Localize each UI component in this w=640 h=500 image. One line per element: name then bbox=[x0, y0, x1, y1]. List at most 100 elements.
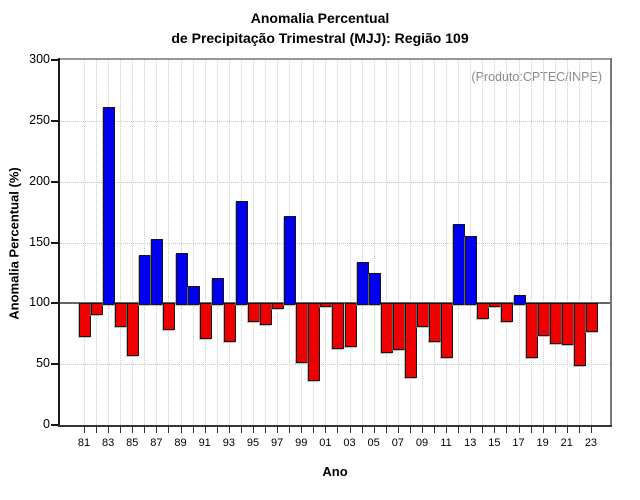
x-axis-tick bbox=[409, 427, 411, 433]
bar-below-baseline bbox=[332, 303, 345, 350]
bar-below-baseline bbox=[429, 303, 442, 342]
bar-below-baseline bbox=[247, 303, 260, 323]
plot-frame-bottom bbox=[58, 425, 612, 427]
x-axis-tick bbox=[301, 427, 303, 433]
x-axis-tick bbox=[313, 427, 315, 433]
bar-above-baseline bbox=[368, 272, 381, 306]
bar-below-baseline bbox=[308, 303, 321, 381]
bar-above-baseline bbox=[175, 253, 188, 306]
x-axis-tick bbox=[482, 427, 484, 433]
bar-above-baseline bbox=[103, 107, 116, 306]
x-axis-tick bbox=[566, 427, 568, 433]
x-axis-tick bbox=[96, 427, 98, 433]
y-tick-label: 300 bbox=[29, 52, 50, 66]
x-tick-label: 13 bbox=[464, 437, 477, 449]
y-tick-label: 200 bbox=[29, 173, 50, 188]
bar-above-baseline bbox=[139, 254, 152, 306]
horizontal-gridline bbox=[60, 181, 610, 183]
x-tick-label: 07 bbox=[391, 437, 404, 449]
bar-above-baseline bbox=[187, 286, 200, 306]
bar-below-baseline bbox=[404, 303, 417, 379]
x-tick-label: 17 bbox=[512, 437, 525, 449]
x-tick-label: 21 bbox=[560, 437, 573, 449]
x-axis-tick bbox=[434, 427, 436, 433]
x-axis-tick bbox=[84, 427, 85, 433]
x-axis-tick bbox=[373, 427, 375, 433]
x-tick-label: 11 bbox=[440, 437, 452, 449]
x-axis-tick bbox=[590, 427, 592, 433]
bar-below-baseline bbox=[199, 303, 212, 340]
bar-below-baseline bbox=[260, 303, 273, 325]
bar-above-baseline bbox=[513, 294, 526, 306]
x-axis-tick bbox=[277, 427, 279, 433]
x-tick-label: 99 bbox=[295, 437, 308, 449]
x-axis-tick bbox=[530, 427, 532, 433]
x-tick-label: 81 bbox=[77, 437, 91, 449]
bar-below-baseline bbox=[416, 303, 429, 328]
x-tick-label: 19 bbox=[536, 437, 549, 449]
bar-below-baseline bbox=[477, 303, 490, 319]
bar-below-baseline bbox=[441, 303, 454, 358]
bar-below-baseline bbox=[272, 303, 285, 309]
x-axis-tick bbox=[228, 427, 230, 433]
y-tick-label: 0 bbox=[43, 417, 50, 431]
x-axis-tick bbox=[108, 427, 110, 433]
chart-title: Anomalia Percentual de Precipitação Trim… bbox=[0, 8, 640, 48]
x-axis-title: Ano bbox=[322, 464, 348, 479]
x-axis-tick bbox=[470, 427, 472, 433]
x-axis-tick bbox=[385, 427, 387, 433]
bar-below-baseline bbox=[344, 303, 357, 347]
plot-frame-top bbox=[58, 58, 612, 60]
y-axis-tick bbox=[51, 119, 58, 122]
bar-below-baseline bbox=[380, 303, 393, 353]
x-axis-tick bbox=[240, 427, 242, 433]
bar-below-baseline bbox=[127, 303, 140, 357]
y-tick-label: 100 bbox=[29, 295, 50, 310]
x-tick-label: 05 bbox=[367, 437, 380, 449]
x-axis-tick bbox=[349, 427, 351, 433]
x-axis-tick bbox=[518, 427, 520, 433]
y-axis-tick bbox=[51, 59, 58, 61]
x-axis-tick bbox=[180, 427, 182, 433]
x-tick-label: 89 bbox=[174, 437, 187, 449]
x-axis-tick bbox=[554, 427, 556, 433]
x-axis-tick bbox=[506, 427, 508, 433]
x-axis-tick bbox=[265, 427, 267, 433]
horizontal-gridline bbox=[60, 242, 610, 244]
bar-below-baseline bbox=[320, 303, 333, 307]
y-axis-tick bbox=[51, 180, 58, 183]
bar-below-baseline bbox=[549, 303, 562, 345]
bar-above-baseline bbox=[465, 236, 478, 306]
x-axis-tick bbox=[289, 427, 291, 433]
bar-below-baseline bbox=[223, 303, 236, 342]
bar-above-baseline bbox=[284, 215, 297, 306]
chart-title-line1: Anomalia Percentual bbox=[250, 10, 390, 26]
x-tick-label: 15 bbox=[488, 437, 501, 449]
y-axis-tick bbox=[51, 363, 58, 366]
x-tick-label: 91 bbox=[198, 437, 211, 449]
x-axis-tick bbox=[204, 427, 206, 433]
source-annotation: (Produto:CPTEC/INPE) bbox=[471, 70, 602, 84]
x-tick-label: 83 bbox=[102, 437, 115, 449]
plot-frame-right bbox=[610, 58, 612, 427]
x-axis-tick bbox=[421, 427, 423, 433]
x-tick-label: 09 bbox=[415, 437, 429, 449]
bar-below-baseline bbox=[501, 303, 514, 323]
x-tick-label: 97 bbox=[270, 437, 284, 449]
x-tick-label: 95 bbox=[246, 437, 260, 449]
y-tick-label: 150 bbox=[29, 234, 50, 249]
chart-title-line2: de Precipitação Trimestral (MJJ): Região… bbox=[171, 30, 469, 46]
y-tick-label: 50 bbox=[36, 356, 50, 371]
bar-below-baseline bbox=[561, 303, 574, 346]
x-axis-tick bbox=[494, 427, 496, 433]
bar-below-baseline bbox=[91, 303, 104, 316]
bar-above-baseline bbox=[453, 224, 466, 306]
x-axis-tick bbox=[216, 427, 218, 433]
y-axis-tick bbox=[51, 241, 58, 244]
x-axis-tick bbox=[578, 427, 580, 433]
plot-frame-left bbox=[58, 58, 60, 427]
bar-below-baseline bbox=[392, 303, 405, 351]
bar-above-baseline bbox=[151, 238, 164, 306]
